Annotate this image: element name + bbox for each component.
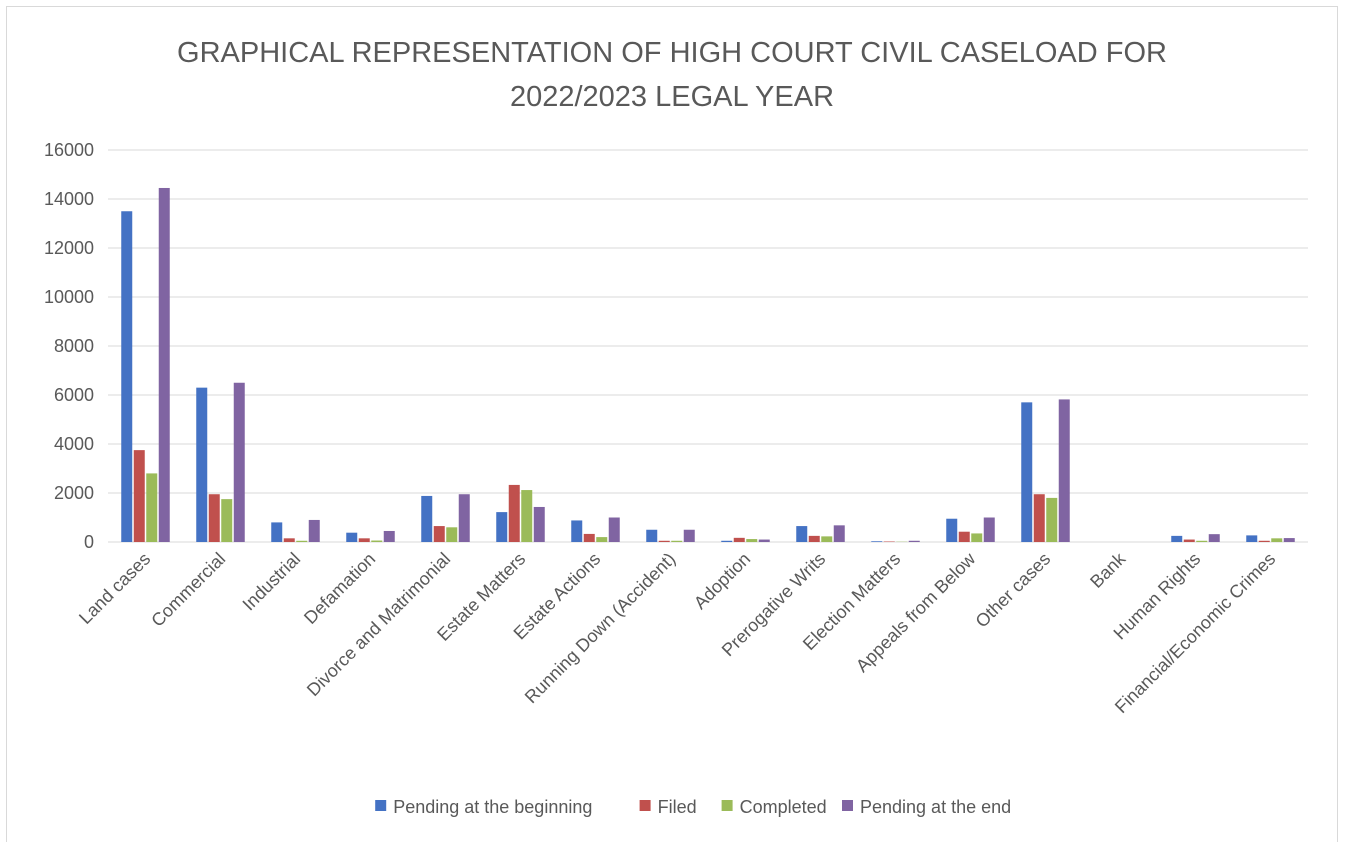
y-tick-label: 6000 [54, 385, 94, 405]
bar [721, 540, 733, 542]
chart-title-line: 2022/2023 LEGAL YEAR [510, 81, 834, 113]
legend-label: Filed [658, 797, 697, 817]
bar [358, 538, 370, 542]
bar [946, 518, 958, 542]
bar [1271, 538, 1283, 542]
y-tick-label: 0 [84, 532, 94, 552]
bar [1058, 399, 1070, 542]
y-tick-label: 14000 [44, 189, 94, 209]
bar [1183, 539, 1195, 542]
bar [458, 494, 470, 542]
bar [208, 494, 220, 542]
bar [596, 537, 608, 542]
bar [533, 506, 545, 542]
bar [1196, 540, 1208, 542]
bar [608, 517, 620, 542]
legend-label: Pending at the end [860, 797, 1011, 817]
legend-swatch [721, 800, 733, 811]
bar [296, 540, 308, 542]
bar [958, 531, 970, 542]
bar [146, 473, 158, 542]
bar [871, 541, 883, 542]
bar [233, 382, 245, 542]
bar [671, 540, 683, 542]
bar [1208, 534, 1220, 542]
y-tick-label: 12000 [44, 238, 94, 258]
bar [346, 532, 358, 542]
bar [271, 522, 283, 542]
y-tick-label: 4000 [54, 434, 94, 454]
bar [1171, 535, 1183, 542]
bar [508, 484, 520, 542]
y-tick-label: 10000 [44, 287, 94, 307]
bar [733, 537, 745, 542]
bar [583, 533, 595, 542]
bar [658, 540, 670, 542]
bar [571, 520, 583, 542]
bar [371, 540, 383, 542]
bar [983, 517, 995, 542]
bar [833, 525, 845, 542]
chart-frame [6, 6, 1338, 842]
bar [1046, 497, 1058, 542]
bar [758, 539, 770, 542]
chart-title: GRAPHICAL REPRESENTATION OF HIGH COURT C… [177, 37, 1167, 69]
bar [121, 211, 133, 542]
bar [433, 526, 445, 542]
bar [908, 540, 920, 542]
bar [1021, 402, 1033, 542]
bar [158, 187, 170, 542]
bar [646, 529, 658, 542]
bar [1246, 535, 1258, 542]
bar [308, 519, 320, 542]
bar [283, 538, 295, 542]
bar [496, 512, 508, 542]
bar [196, 387, 208, 542]
bar [808, 535, 820, 542]
bar [971, 533, 983, 542]
y-tick-label: 16000 [44, 140, 94, 160]
legend-label: Pending at the beginning [393, 797, 592, 817]
bar [446, 527, 458, 542]
bar [683, 529, 695, 542]
legend-swatch [842, 800, 853, 811]
y-tick-label: 2000 [54, 483, 94, 503]
bar [133, 450, 145, 542]
legend-swatch [639, 800, 651, 811]
bar [421, 495, 433, 542]
bar [1033, 494, 1045, 542]
bar [221, 499, 233, 542]
bar [383, 530, 395, 542]
bar [1283, 538, 1295, 542]
legend-swatch [375, 800, 387, 811]
bar [796, 526, 808, 542]
bar [521, 490, 533, 542]
bar [746, 539, 758, 542]
bar [1258, 540, 1270, 542]
y-tick-label: 8000 [54, 336, 94, 356]
legend-label: Completed [740, 797, 827, 817]
bar [821, 536, 833, 542]
